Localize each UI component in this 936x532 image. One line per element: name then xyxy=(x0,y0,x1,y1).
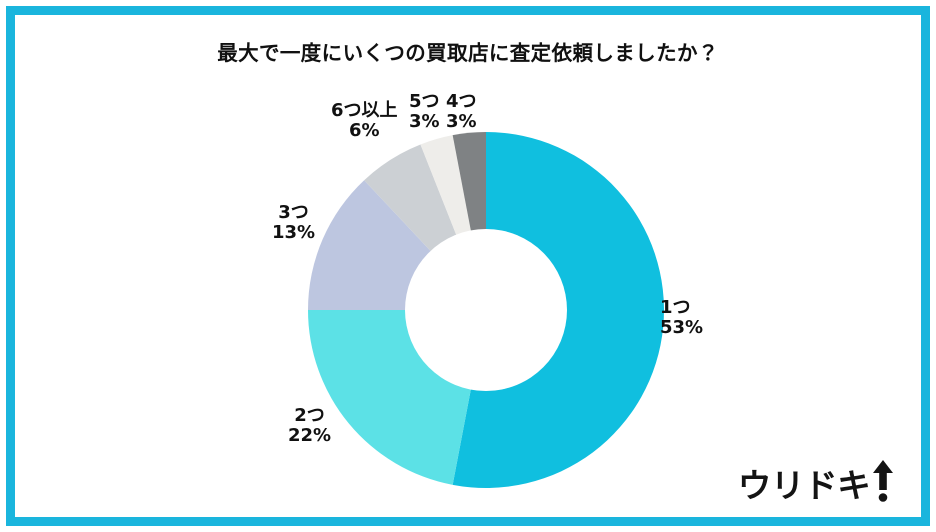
page-title: 最大で一度にいくつの買取店に査定依頼しましたか？ xyxy=(217,41,719,65)
slice-label-3tsu-category: 3つ xyxy=(278,202,309,223)
slice-label-2tsu-percent: 22% xyxy=(288,425,332,447)
slice-label-5tsu: 5つ 3% xyxy=(409,91,440,133)
slice-label-4tsu: 4つ 3% xyxy=(446,91,477,133)
uridoki-logo-text: ウリドキ xyxy=(737,466,871,505)
slice-label-1tsu-percent: 53% xyxy=(660,317,704,339)
up-arrow-exclamation-icon xyxy=(872,460,894,502)
slice-label-3tsu-percent: 13% xyxy=(272,222,316,244)
donut-chart-svg xyxy=(308,132,664,488)
slice-label-1tsu: 1つ 53% xyxy=(660,297,704,339)
slice-label-5tsu-percent: 3% xyxy=(409,111,440,133)
slice-label-2tsu: 2つ 22% xyxy=(288,405,332,447)
slice-label-6tsu-ijou: 6つ以上 6% xyxy=(331,100,398,142)
slice-label-5tsu-category: 5つ xyxy=(409,91,440,112)
slice-label-3tsu: 3つ 13% xyxy=(272,202,316,244)
slice-label-2tsu-category: 2つ xyxy=(294,405,325,426)
donut-chart xyxy=(306,130,666,490)
slice-label-4tsu-category: 4つ xyxy=(446,91,477,112)
slice-label-6tsu-ijou-category: 6つ以上 xyxy=(331,100,398,121)
donut-hole xyxy=(405,229,567,391)
slice-label-6tsu-ijou-percent: 6% xyxy=(348,120,380,142)
uridoki-logo: ウリドキ xyxy=(737,458,894,505)
slice-label-1tsu-category: 1つ xyxy=(660,297,691,318)
slice-label-4tsu-percent: 3% xyxy=(446,111,477,133)
